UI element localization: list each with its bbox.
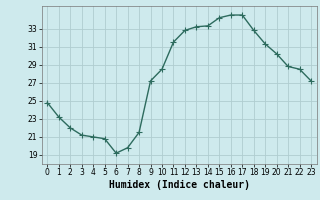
X-axis label: Humidex (Indice chaleur): Humidex (Indice chaleur): [109, 180, 250, 190]
